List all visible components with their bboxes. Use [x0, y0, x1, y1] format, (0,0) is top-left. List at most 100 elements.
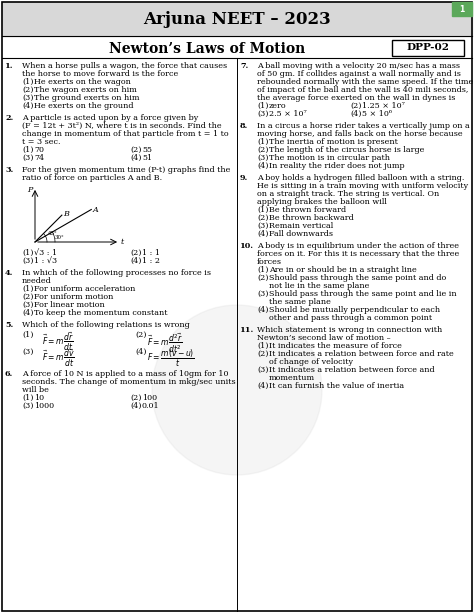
- Text: the same plane: the same plane: [269, 298, 331, 306]
- Text: 2.5 × 10⁷: 2.5 × 10⁷: [269, 110, 307, 118]
- Text: (1): (1): [22, 331, 34, 339]
- Text: (4): (4): [135, 348, 146, 356]
- Text: Should pass through the same point and lie in: Should pass through the same point and l…: [269, 290, 456, 298]
- Text: 6.: 6.: [5, 370, 13, 378]
- Text: 4.: 4.: [5, 269, 13, 277]
- Bar: [2, 2, 472, 36]
- Text: Which of the following relations is wrong: Which of the following relations is wron…: [22, 321, 190, 329]
- Text: rebounded normally with the same speed. If the time: rebounded normally with the same speed. …: [257, 78, 473, 86]
- Text: It indicates a relation between force and rate: It indicates a relation between force an…: [269, 350, 454, 358]
- Text: Should pass through the same point and do: Should pass through the same point and d…: [269, 274, 446, 282]
- Text: 1 : 1: 1 : 1: [142, 249, 160, 257]
- Text: Fall downwards: Fall downwards: [269, 230, 333, 238]
- Text: A boy holds a hydrogen filled balloon with a string.: A boy holds a hydrogen filled balloon wi…: [257, 174, 465, 182]
- Text: (2): (2): [257, 214, 268, 222]
- Text: of change of velocity: of change of velocity: [269, 358, 353, 366]
- Text: applying brakes the balloon will: applying brakes the balloon will: [257, 198, 387, 206]
- Text: He exerts on the wagon: He exerts on the wagon: [34, 78, 131, 86]
- Text: (2): (2): [257, 146, 268, 154]
- Text: seconds. The change of momentum in mkg/sec units: seconds. The change of momentum in mkg/s…: [22, 378, 236, 386]
- Text: (3): (3): [257, 366, 268, 374]
- Text: 2.: 2.: [5, 114, 13, 122]
- Text: of impact of the ball and the wall is 40 mili seconds,: of impact of the ball and the wall is 40…: [257, 86, 468, 94]
- Text: (1): (1): [257, 138, 268, 146]
- Text: It can furnish the value of inertia: It can furnish the value of inertia: [269, 382, 404, 390]
- Text: (3): (3): [22, 301, 34, 309]
- Text: The length of the circus horse is large: The length of the circus horse is large: [269, 146, 424, 154]
- Text: Arjuna NEET – 2023: Arjuna NEET – 2023: [143, 12, 331, 28]
- Text: Newton’s Laws of Motion: Newton’s Laws of Motion: [109, 42, 305, 56]
- Text: 100: 100: [142, 394, 157, 402]
- Text: (3): (3): [257, 290, 268, 298]
- Text: not lie in the same plane: not lie in the same plane: [269, 282, 369, 290]
- Text: For the given momentum time (P-t) graphs find the: For the given momentum time (P-t) graphs…: [22, 166, 230, 174]
- Text: (2): (2): [130, 394, 142, 402]
- Text: (2): (2): [350, 102, 362, 110]
- Text: (2): (2): [130, 249, 142, 257]
- Text: 1 : √3: 1 : √3: [34, 257, 57, 265]
- Text: (4): (4): [350, 110, 362, 118]
- Text: He exerts on the ground: He exerts on the ground: [34, 102, 134, 110]
- Text: (1): (1): [22, 78, 34, 86]
- Bar: [392, 40, 464, 56]
- Text: The wagon exerts on him: The wagon exerts on him: [34, 86, 137, 94]
- Text: A ball moving with a velocity 20 m/sec has a mass: A ball moving with a velocity 20 m/sec h…: [257, 62, 460, 70]
- Text: (4): (4): [257, 382, 268, 390]
- Text: 55: 55: [142, 146, 152, 154]
- Text: To keep the momentum constant: To keep the momentum constant: [34, 309, 167, 317]
- Text: The motion is in circular path: The motion is in circular path: [269, 154, 390, 162]
- Text: (3): (3): [257, 154, 268, 162]
- Text: (2): (2): [257, 274, 268, 282]
- Text: Be thrown forward: Be thrown forward: [269, 206, 346, 214]
- Text: (1): (1): [22, 146, 34, 154]
- Text: of 50 gm. If collides against a wall normally and is: of 50 gm. If collides against a wall nor…: [257, 70, 461, 78]
- Text: 3.: 3.: [5, 166, 13, 174]
- Text: In a circus a horse rider takes a vertically jump on a: In a circus a horse rider takes a vertic…: [257, 122, 470, 130]
- Text: 9.: 9.: [240, 174, 248, 182]
- Text: 70: 70: [34, 146, 44, 154]
- Text: In which of the following processes no force is: In which of the following processes no f…: [22, 269, 211, 277]
- Text: (4): (4): [257, 230, 268, 238]
- Text: 30°: 30°: [55, 235, 65, 240]
- Text: forces on it. For this it is necessary that the three: forces on it. For this it is necessary t…: [257, 250, 459, 258]
- Text: (1): (1): [257, 102, 268, 110]
- Text: 1: 1: [459, 4, 465, 13]
- Text: $\vec{F} = m\dfrac{d^2\vec{r}}{dt^2}$: $\vec{F} = m\dfrac{d^2\vec{r}}{dt^2}$: [147, 331, 183, 354]
- Text: (4): (4): [257, 306, 268, 314]
- Text: 5.: 5.: [5, 321, 13, 329]
- Text: ratio of force on particles A and B.: ratio of force on particles A and B.: [22, 174, 162, 182]
- Text: (3): (3): [22, 257, 34, 265]
- Text: t = 3 sec.: t = 3 sec.: [22, 138, 61, 146]
- Text: (2): (2): [257, 350, 268, 358]
- Text: momentum: momentum: [269, 374, 315, 382]
- Text: (4): (4): [22, 102, 34, 110]
- Text: (4): (4): [130, 402, 142, 410]
- Text: (4): (4): [130, 154, 142, 162]
- Text: The inertia of motion is present: The inertia of motion is present: [269, 138, 398, 146]
- Text: A force of 10 N is applied to a mass of 10gm for 10: A force of 10 N is applied to a mass of …: [22, 370, 228, 378]
- Text: on a straight track. The string is vertical. On: on a straight track. The string is verti…: [257, 190, 439, 198]
- Text: Are in or should be in a straight line: Are in or should be in a straight line: [269, 266, 417, 274]
- Text: DPP-02: DPP-02: [407, 44, 449, 53]
- Text: (3): (3): [22, 402, 34, 410]
- Text: (3): (3): [22, 94, 34, 102]
- Text: Which statement is wrong in connection with: Which statement is wrong in connection w…: [257, 326, 442, 334]
- Circle shape: [152, 305, 322, 475]
- Text: For linear motion: For linear motion: [34, 301, 105, 309]
- Text: (2): (2): [135, 331, 146, 339]
- Text: A: A: [92, 205, 98, 213]
- Text: $F = \dfrac{m(v-u)}{t}$: $F = \dfrac{m(v-u)}{t}$: [147, 348, 195, 370]
- Text: A body is in equilibrium under the action of three: A body is in equilibrium under the actio…: [257, 242, 459, 250]
- Text: P: P: [27, 186, 32, 194]
- Text: (2): (2): [22, 293, 34, 301]
- Text: For uniform acceleration: For uniform acceleration: [34, 285, 136, 293]
- Text: (1): (1): [22, 285, 34, 293]
- Text: 1.25 × 10⁷: 1.25 × 10⁷: [362, 102, 405, 110]
- Text: Be thrown backward: Be thrown backward: [269, 214, 354, 222]
- Text: 8.: 8.: [240, 122, 248, 130]
- Text: 10.: 10.: [240, 242, 254, 250]
- Bar: [452, 2, 472, 16]
- Text: A particle is acted upon by a force given by: A particle is acted upon by a force give…: [22, 114, 198, 122]
- Text: 1.: 1.: [5, 62, 13, 70]
- Text: The ground exerts on him: The ground exerts on him: [34, 94, 139, 102]
